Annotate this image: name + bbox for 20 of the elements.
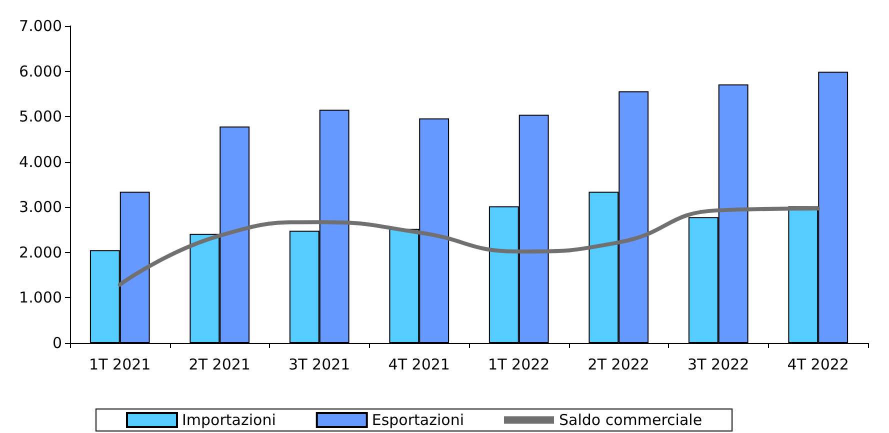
x-tick-label: 1T 2021	[89, 356, 151, 374]
legend-label: Esportazioni	[372, 411, 464, 429]
x-tick-label: 4T 2021	[388, 356, 450, 374]
legend-label: Saldo commerciale	[558, 411, 702, 429]
x-tick-label: 2T 2021	[188, 356, 250, 374]
x-tick-label: 3T 2021	[288, 356, 350, 374]
y-tick-label: 1.000	[19, 288, 62, 307]
y-tick-label: 4.000	[19, 152, 62, 171]
line-series	[118, 206, 820, 287]
y-tick-label: 0	[52, 334, 62, 352]
x-tick-label: 4T 2022	[787, 356, 849, 374]
y-tick-label: 2.000	[19, 243, 62, 262]
x-tick-label: 2T 2022	[588, 356, 650, 374]
y-tick-label: 7.000	[19, 17, 62, 35]
legend-label: Importazioni	[182, 411, 276, 429]
y-tick-label: 5.000	[19, 108, 62, 126]
x-tick-label: 3T 2022	[688, 356, 750, 374]
y-tick-label: 3.000	[19, 198, 62, 216]
y-tick-label: 6.000	[19, 62, 62, 80]
x-tick-label: 1T 2022	[488, 356, 550, 374]
